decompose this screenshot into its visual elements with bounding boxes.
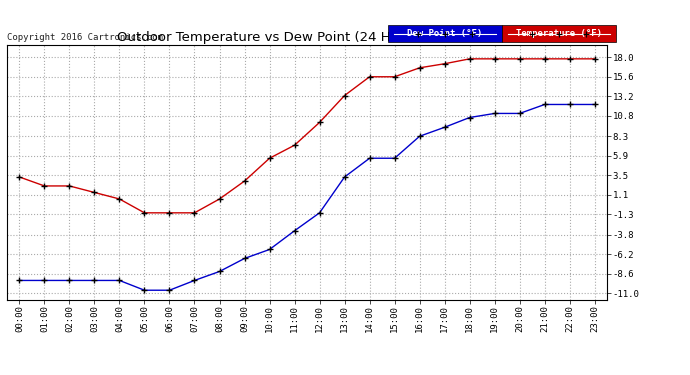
Text: Temperature (°F): Temperature (°F) (516, 29, 602, 38)
Text: Copyright 2016 Cartronics.com: Copyright 2016 Cartronics.com (7, 33, 163, 42)
Title: Outdoor Temperature vs Dew Point (24 Hours) 20160113: Outdoor Temperature vs Dew Point (24 Hou… (117, 31, 497, 44)
Text: Dew Point (°F): Dew Point (°F) (408, 29, 483, 38)
FancyBboxPatch shape (502, 25, 616, 42)
FancyBboxPatch shape (388, 25, 502, 42)
